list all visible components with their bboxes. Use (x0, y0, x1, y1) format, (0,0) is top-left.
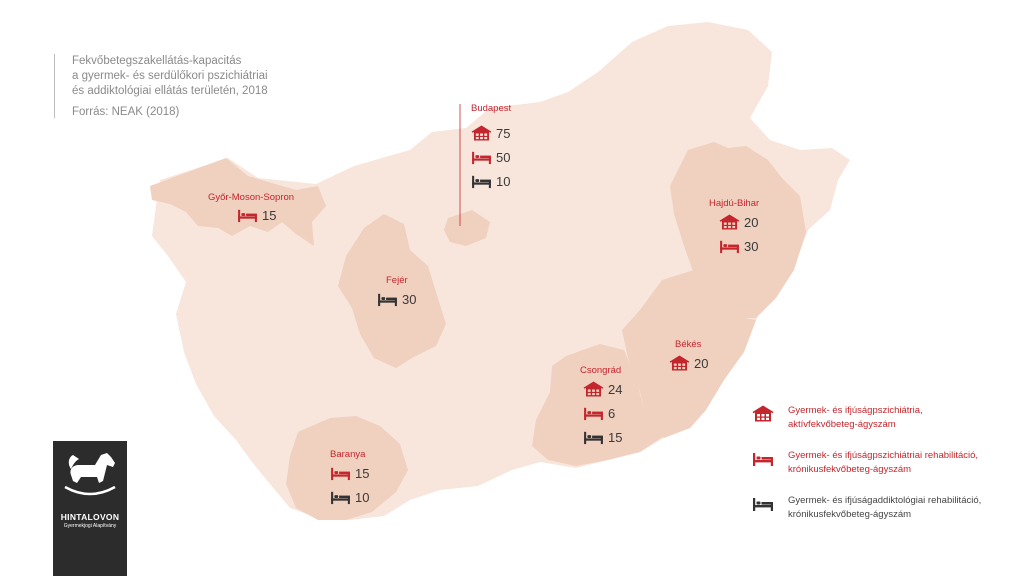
stat-acute: 20 (669, 354, 708, 372)
rehab-value: 15 (262, 207, 277, 223)
logo-name: HINTALOVON (60, 512, 120, 522)
hintalovon-logo: HINTALOVON Gyermekjogi Alapítvány (53, 441, 127, 576)
title-line-3: és addiktológiai ellátás területén, 2018 (72, 85, 268, 97)
bed-icon (330, 489, 351, 505)
legend-acute-line-2: aktívfekvőbeteg-ágyszám (788, 419, 896, 430)
legend-addict-line-2: krónikusfekvőbeteg-ágyszám (788, 509, 912, 520)
rocking-horse-icon (64, 453, 116, 496)
region-fejer: Fejér 30 (377, 275, 416, 308)
region-budapest: Budapest 75 50 10 (471, 103, 511, 190)
region-baranya: Baranya 15 10 (330, 449, 369, 506)
logo-subtitle: Gyermekjogi Alapítvány (63, 523, 117, 529)
legend-acute-line-1: Gyermek- és ifjúságpszichiátria, (788, 405, 923, 416)
rehab-value: 15 (355, 465, 370, 481)
legend-item-acute: Gyermek- és ifjúságpszichiátria, aktívfe… (752, 404, 1012, 432)
legend-item-rehab: Gyermek- és ifjúságpszichiátriai rehabil… (752, 449, 1012, 477)
hospital-icon (669, 355, 690, 371)
rehab-value: 50 (496, 149, 511, 165)
stat-addict: 10 (330, 488, 369, 506)
title-line-2: a gyermek- és serdülőkori pszichiátriai (72, 70, 268, 82)
region-name: Fejér (386, 275, 408, 286)
bed-icon (752, 450, 774, 467)
bed-icon (471, 173, 492, 189)
region-bekes: Békés 20 (669, 339, 708, 372)
stat-acute: 20 (719, 213, 759, 231)
bed-icon (719, 238, 740, 254)
stat-addict: 15 (583, 428, 622, 446)
stat-addict: 10 (471, 172, 511, 190)
region-name: Hajdú-Bihar (709, 198, 760, 209)
region-hajdu-bihar: Hajdú-Bihar 20 30 (709, 198, 759, 255)
source-note: Forrás: NEAK (2018) (72, 106, 180, 118)
region-csongrad: Csongrád 24 6 15 (580, 365, 622, 446)
acute-value: 75 (496, 125, 511, 141)
stat-acute: 24 (583, 380, 622, 398)
bed-icon (583, 405, 604, 421)
title-line-1: Fekvőbetegszakellátás-kapacitás (72, 55, 242, 67)
bed-icon (237, 207, 258, 223)
hospital-icon (583, 381, 604, 397)
addict-value: 30 (402, 291, 417, 307)
county-fejer (338, 214, 446, 368)
rehab-value: 30 (744, 238, 759, 254)
county-bekes (622, 270, 756, 438)
region-gyor-moson-sopron: Győr-Moson-Sopron 15 (208, 192, 294, 224)
bed-icon (330, 465, 351, 481)
county-baranya (286, 416, 408, 520)
acute-value: 20 (744, 214, 759, 230)
stat-addict: 30 (377, 290, 416, 308)
region-name: Győr-Moson-Sopron (208, 192, 295, 203)
rehab-value: 6 (608, 405, 616, 421)
acute-value: 24 (608, 381, 623, 397)
region-name: Budapest (471, 103, 512, 114)
legend-item-addict: Gyermek- és ifjúságaddiktológiai rehabil… (752, 494, 1012, 522)
bed-icon (471, 149, 492, 165)
county-csongrad (532, 344, 664, 466)
legend-rehab-line-2: krónikusfekvőbeteg-ágyszám (788, 464, 912, 475)
hospital-icon (471, 125, 492, 141)
addict-value: 10 (496, 173, 511, 189)
legend-addict-line-1: Gyermek- és ifjúságaddiktológiai rehabil… (788, 495, 982, 506)
stat-rehab: 30 (719, 237, 759, 255)
stat-acute: 75 (471, 124, 511, 142)
stat-rehab: 15 (330, 464, 369, 482)
map-title-block: Fekvőbetegszakellátás-kapacitás a gyerme… (54, 54, 268, 118)
stat-rehab: 15 (237, 206, 294, 224)
addict-value: 15 (608, 429, 623, 445)
stat-rehab: 50 (471, 148, 511, 166)
region-name: Baranya (330, 449, 366, 460)
hospital-icon (752, 405, 774, 422)
acute-value: 20 (694, 355, 709, 371)
bed-icon (752, 495, 774, 512)
county-hajdu-bihar (670, 142, 806, 318)
county-budapest (444, 210, 490, 246)
stat-rehab: 6 (583, 404, 622, 422)
bed-icon (583, 429, 604, 445)
region-name: Békés (675, 339, 702, 350)
region-name: Csongrád (580, 365, 622, 376)
legend-rehab-line-1: Gyermek- és ifjúságpszichiátriai rehabil… (788, 450, 979, 461)
bed-icon (377, 291, 398, 307)
county-gyor-moson-sopron (150, 158, 326, 246)
addict-value: 10 (355, 489, 370, 505)
map-legend: Gyermek- és ifjúságpszichiátria, aktívfe… (752, 404, 1012, 539)
hospital-icon (719, 214, 740, 230)
